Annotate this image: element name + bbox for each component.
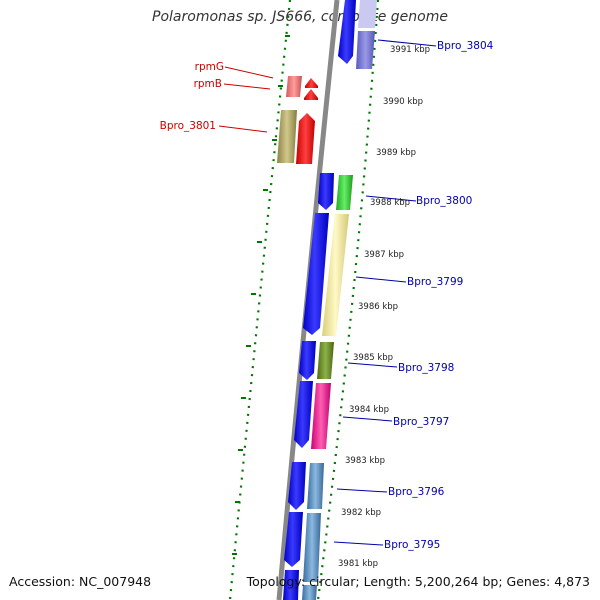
- gene-arrow-3797a: [294, 381, 313, 448]
- gene-block-3801: [277, 110, 297, 163]
- gene-arrow-rpmB: [304, 89, 318, 100]
- gene-label-bpro-3800[interactable]: Bpro_3800: [416, 195, 472, 207]
- gene-arrow-3801: [296, 113, 315, 164]
- kbp-tick-3988: 3988 kbp: [370, 198, 410, 208]
- gene-arrow-3795a: [284, 512, 303, 567]
- gene-block-3796: [307, 463, 324, 509]
- right-gene-labels: Bpro_3804 Bpro_3800 Bpro_3799 Bpro_3798 …: [384, 40, 494, 551]
- kbp-tick-labels: 3991 kbp 3990 kbp 3989 kbp 3988 kbp 3987…: [338, 45, 430, 569]
- gene-block-3804-light: [358, 0, 377, 28]
- gene-label-bpro-3795[interactable]: Bpro_3795: [384, 539, 440, 551]
- left-strand-genes: [277, 76, 318, 164]
- left-callout-lines: [218, 66, 274, 133]
- gene-block-3794: [302, 585, 317, 600]
- gene-arrow-3800a: [318, 173, 334, 210]
- gene-label-bpro-3799[interactable]: Bpro_3799: [407, 276, 463, 288]
- accession-label: Accession: NC_007948: [9, 574, 152, 589]
- inner-ring-ticks: [232, 35, 290, 555]
- gene-arrow-3799a: [303, 213, 329, 335]
- gene-label-rpmB[interactable]: rpmB: [194, 78, 222, 90]
- topology-label: Topology: circular; Length: 5,200,264 bp…: [246, 574, 590, 589]
- gene-label-bpro-3796[interactable]: Bpro_3796: [388, 486, 445, 498]
- gene-arrow-3796a: [288, 462, 306, 510]
- left-gene-labels: rpmG rpmB Bpro_3801: [160, 61, 224, 132]
- gene-arrow-3798a: [299, 341, 316, 380]
- gene-arrow-rpmG: [305, 78, 318, 88]
- gene-label-bpro-3801[interactable]: Bpro_3801: [160, 120, 216, 132]
- outer-strand-genes: [302, 0, 377, 600]
- gene-arrow-3804a: [338, 0, 356, 64]
- gene-block-3804: [356, 31, 375, 69]
- gene-block-3799: [322, 214, 349, 336]
- gene-block-rpmG: [286, 76, 302, 97]
- kbp-tick-3991: 3991 kbp: [390, 45, 430, 55]
- gene-label-bpro-3798[interactable]: Bpro_3798: [398, 362, 454, 374]
- inner-dotted-ring: [228, 0, 292, 600]
- kbp-tick-3989: 3989 kbp: [376, 148, 416, 158]
- kbp-tick-3981: 3981 kbp: [338, 559, 378, 569]
- kbp-tick-3982: 3982 kbp: [341, 508, 381, 518]
- kbp-tick-3990: 3990 kbp: [383, 97, 423, 107]
- kbp-tick-3984: 3984 kbp: [349, 405, 389, 415]
- gene-block-3795: [303, 513, 321, 582]
- kbp-tick-3983: 3983 kbp: [345, 456, 385, 466]
- gene-block-3800: [336, 175, 353, 210]
- gene-block-3798: [317, 342, 334, 379]
- kbp-tick-3986: 3986 kbp: [358, 302, 398, 312]
- gene-label-bpro-3797[interactable]: Bpro_3797: [393, 416, 449, 428]
- kbp-tick-3987: 3987 kbp: [364, 250, 404, 260]
- kbp-tick-3985: 3985 kbp: [353, 353, 393, 363]
- forward-strand-genes: [283, 0, 356, 600]
- right-callout-lines: [333, 39, 437, 546]
- gene-block-3797: [311, 383, 331, 449]
- gene-arrow-3794a: [283, 570, 299, 600]
- gene-label-bpro-3804[interactable]: Bpro_3804: [437, 40, 494, 52]
- gene-label-rpmG[interactable]: rpmG: [195, 61, 224, 73]
